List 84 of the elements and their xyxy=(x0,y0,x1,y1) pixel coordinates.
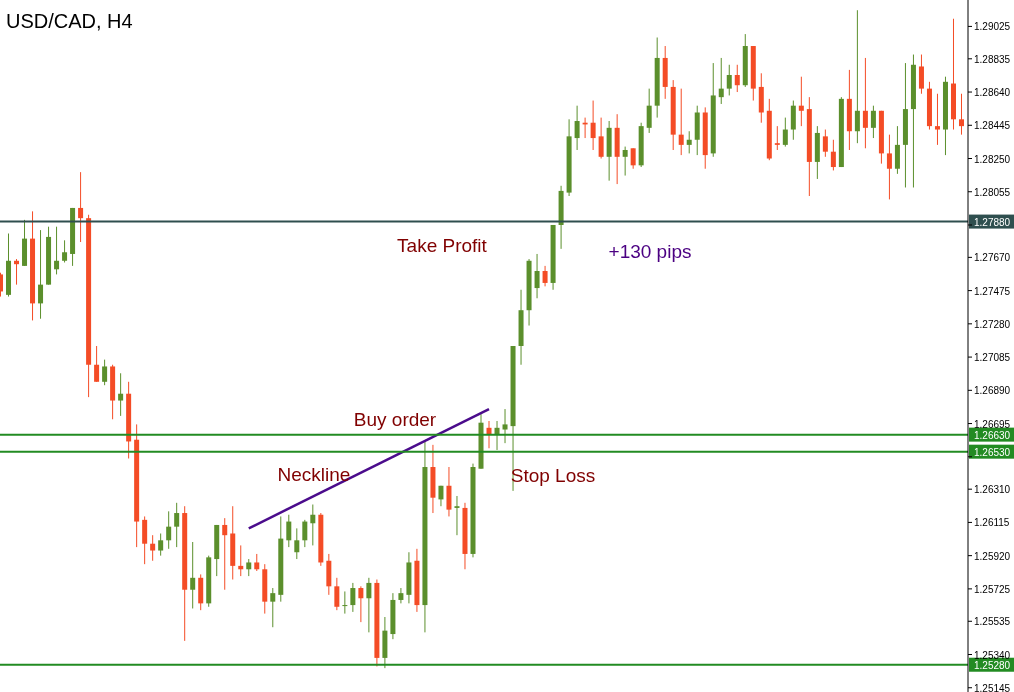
candlestick xyxy=(798,76,804,127)
candlestick xyxy=(934,93,940,146)
candlestick xyxy=(270,587,276,628)
candlestick xyxy=(790,100,796,141)
candlestick xyxy=(158,532,164,557)
candlestick xyxy=(502,408,508,444)
annotation: Neckline xyxy=(277,464,351,485)
annotation: Take Profit xyxy=(397,235,488,256)
candlestick xyxy=(598,117,604,160)
candlestick xyxy=(78,171,84,243)
candlestick xyxy=(862,57,868,149)
candlestick xyxy=(782,117,788,148)
y-tick-label: 1.29025 xyxy=(974,21,1011,33)
candlestick xyxy=(142,515,148,565)
candlestick xyxy=(446,466,452,517)
candlestick xyxy=(678,88,684,156)
candlestick xyxy=(454,495,460,536)
candlestick xyxy=(366,577,372,633)
y-tick-label: 1.26890 xyxy=(974,385,1011,397)
candlestick xyxy=(534,253,540,299)
candlestick xyxy=(830,139,836,171)
candlestick xyxy=(38,229,44,320)
candlestick xyxy=(166,510,172,550)
y-tick-label: 1.26310 xyxy=(974,484,1011,496)
candlestick xyxy=(302,519,308,548)
candlestick xyxy=(542,265,548,287)
candlestick xyxy=(310,504,316,546)
y-tick-label: 1.28445 xyxy=(974,120,1011,132)
y-tick-label: 1.26115 xyxy=(974,517,1010,529)
candlestick xyxy=(886,134,892,200)
y-tick-label: 1.25725 xyxy=(974,583,1011,595)
text: USD/CAD, H4 xyxy=(6,10,133,32)
candlestick xyxy=(222,517,228,591)
candlestick xyxy=(630,147,636,170)
candlestick xyxy=(854,9,860,144)
annotation: +130 pips xyxy=(608,241,692,262)
candlestick xyxy=(350,582,356,613)
y-tick-label: 1.25145 xyxy=(974,682,1011,692)
candlestick xyxy=(294,527,300,560)
candlestick xyxy=(959,93,964,136)
candlestick xyxy=(774,125,780,151)
y-tick-label: 1.27280 xyxy=(974,318,1011,330)
candlestick xyxy=(646,88,652,134)
y-tick-label: 1.27085 xyxy=(974,352,1011,364)
candlestick xyxy=(150,534,156,562)
candlestick xyxy=(118,372,124,417)
candlestick xyxy=(62,239,68,263)
ref-line-label: 1.27880 xyxy=(974,216,1011,228)
y-tick-label: 1.27670 xyxy=(974,252,1011,264)
candlestick xyxy=(734,64,740,93)
candlestick xyxy=(174,502,180,548)
annotation: Stop Loss xyxy=(510,465,596,486)
candlestick xyxy=(870,105,876,139)
y-tick-label: 1.28835 xyxy=(974,53,1011,65)
y-tick-label: 1.28250 xyxy=(974,153,1011,165)
y-tick-label: 1.28055 xyxy=(974,186,1011,198)
ref-line-label: 1.26630 xyxy=(974,429,1011,441)
candlestick xyxy=(622,146,628,177)
candlestick xyxy=(726,64,732,96)
candlestick xyxy=(94,345,100,383)
y-tick-label: 1.25920 xyxy=(974,550,1011,562)
candlestick xyxy=(894,125,900,175)
y-tick-label: 1.27475 xyxy=(974,285,1011,297)
candlestick xyxy=(918,54,924,95)
ref-line-label: 1.25280 xyxy=(974,659,1011,671)
y-tick-label: 1.25535 xyxy=(974,616,1011,628)
candlestick xyxy=(574,105,580,151)
candlestick xyxy=(342,590,348,615)
candlestick xyxy=(286,514,292,548)
annotation: Buy order xyxy=(353,409,437,430)
candlestick xyxy=(686,130,692,154)
candlestick xyxy=(102,359,108,386)
candlestick xyxy=(334,577,340,611)
y-tick-label: 1.26695 xyxy=(974,418,1011,430)
candlestick xyxy=(822,129,828,158)
candlestick xyxy=(718,57,724,105)
candlestick xyxy=(358,585,364,623)
ref-line-label: 1.26530 xyxy=(974,446,1011,458)
candlestick xyxy=(190,541,196,609)
y-tick-label: 1.25340 xyxy=(974,649,1011,661)
y-tick-label: 1.28640 xyxy=(974,87,1011,99)
candlestick xyxy=(398,587,404,604)
candlestick xyxy=(590,100,596,151)
candlestick xyxy=(54,226,60,275)
